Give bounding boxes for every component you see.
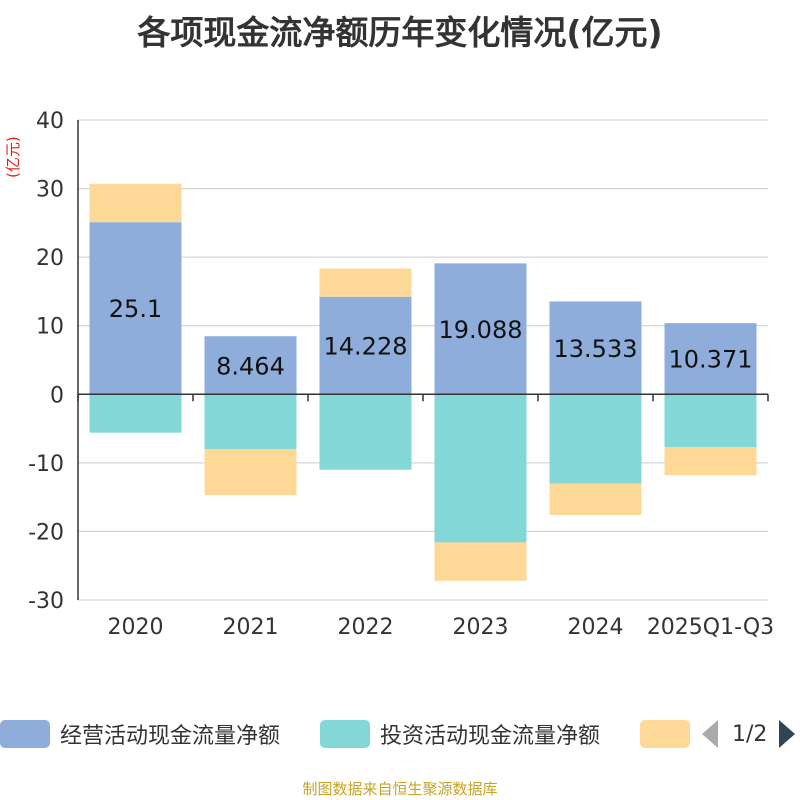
bar-1 [204,394,297,450]
data-label: 14.228 [324,333,408,361]
bar-1 [319,394,412,470]
x-tick-label: 2024 [568,615,624,640]
x-tick-label: 2021 [223,615,279,640]
legend-swatch-investing [320,720,370,748]
y-tick-label: 20 [36,246,64,271]
data-label: 13.533 [554,335,638,363]
bar-2 [434,542,527,581]
y-tick-label: 10 [36,315,64,340]
y-tick-label: 0 [50,383,64,408]
legend-pager: 1/2 [702,718,796,750]
y-tick-label: 30 [36,178,64,203]
y-tick-label: -20 [28,520,64,545]
x-tick-label: 2023 [453,615,509,640]
data-label: 8.464 [216,352,285,380]
data-source: 制图数据来自恒生聚源数据库 [302,780,498,798]
legend-swatch-financing [640,720,690,748]
legend-item-financing[interactable] [640,718,700,750]
data-label: 25.1 [109,295,162,323]
bar-0 [319,296,412,395]
bar-2 [89,183,182,223]
legend-page-indicator: 1/2 [732,721,768,747]
legend-swatch-operating [0,720,50,748]
legend: 经营活动现金流量净额 投资活动现金流量净额 1/2 [0,712,800,756]
bar-0 [89,222,182,395]
y-tick-label: -30 [28,589,64,614]
legend-next-icon[interactable] [779,720,796,748]
bar-0 [664,323,757,395]
legend-item-investing[interactable]: 投资活动现金流量净额 [320,718,600,750]
legend-label-investing: 投资活动现金流量净额 [380,724,601,749]
bar-1 [549,394,642,484]
x-tick-label: 2025Q1-Q3 [647,615,774,640]
x-tick-label: 2020 [108,615,164,640]
y-tick-label: -10 [28,452,64,477]
chart-area: 40 30 20 10 0 -10 -20 -30 2020 2021 2022 2023 2024 20… [28,109,774,640]
chart-title: 各项现金流净额历年变化情况(亿元) [137,13,663,52]
bar-2 [204,449,297,496]
legend-prev-icon[interactable] [702,720,718,748]
x-tick-label: 2022 [338,615,394,640]
bar-0 [549,301,642,395]
bar-0 [204,336,297,395]
bar-2 [549,483,642,515]
y-tick-label: 40 [36,109,64,134]
bar-1 [664,394,757,448]
bar-1 [434,394,527,543]
bar-0 [434,263,527,395]
legend-item-operating[interactable]: 经营活动现金流量净额 [0,718,280,750]
bar-2 [319,268,412,297]
data-label: 10.371 [669,346,753,374]
bar-2 [664,447,757,476]
data-label: 19.088 [439,316,523,344]
legend-label-operating: 经营活动现金流量净额 [60,724,281,749]
bar-1 [89,394,182,433]
